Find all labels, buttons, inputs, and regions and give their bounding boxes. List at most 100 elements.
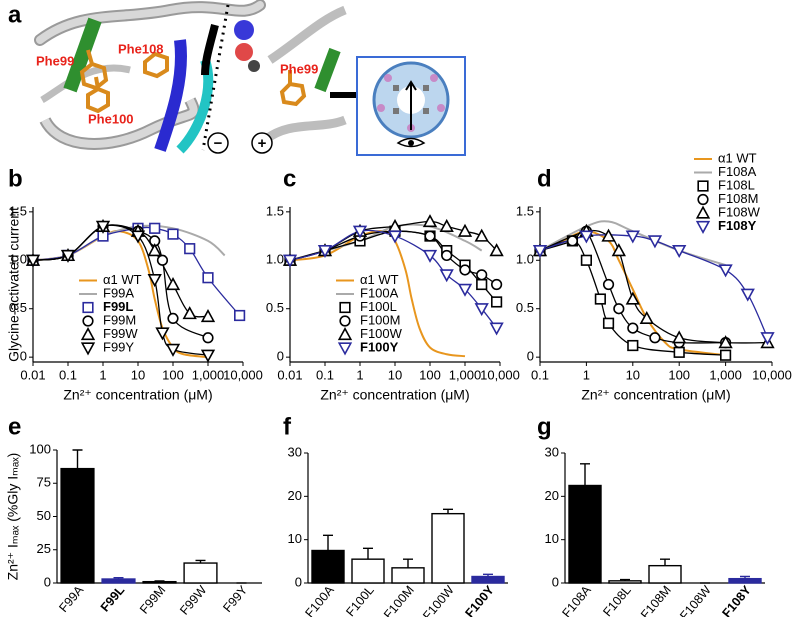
marker	[718, 335, 733, 349]
legend-label: F99Y	[103, 339, 134, 354]
phe-ring	[279, 70, 307, 107]
x-tick-label: 100	[668, 367, 690, 382]
legend-label: F108Y	[718, 218, 757, 233]
y-tick-label: 1.5	[516, 203, 534, 218]
y-tick-label: 25	[37, 541, 51, 556]
marker	[672, 330, 687, 344]
x-tick-label: 10,000	[752, 367, 792, 382]
x-tick-label: F100A	[302, 583, 337, 617]
marker	[167, 228, 179, 240]
marker	[625, 291, 640, 305]
x-tick-label: F100L	[343, 583, 377, 617]
marker	[352, 225, 368, 239]
marker	[457, 283, 473, 297]
x-tick-label: 10,000	[480, 367, 520, 382]
bar	[351, 558, 385, 584]
marker	[387, 230, 403, 244]
x-tick-label: 10	[388, 367, 402, 382]
x-axis-label: Zn²⁺ concentration (μM)	[320, 387, 469, 403]
marker	[672, 244, 687, 259]
y-tick-label: 0.5	[9, 300, 27, 315]
legend-label: F108M	[718, 191, 758, 206]
ion-sphere	[235, 43, 253, 61]
marker	[474, 228, 489, 242]
chart-panel: d 0 0.5 1.0 1.5 0.1 1 10 100 1,000 10,000 Zn²⁺ conc…	[516, 150, 792, 402]
legend-label: F99M	[103, 312, 136, 327]
charge-circle	[251, 132, 273, 154]
bar	[608, 580, 642, 584]
marker	[649, 332, 661, 344]
y-tick-label: 30	[288, 444, 302, 459]
x-tick-label: 10	[626, 367, 640, 382]
marker	[282, 254, 298, 268]
marker	[155, 327, 170, 341]
marker	[156, 254, 169, 266]
y-tick-label: 0.5	[266, 300, 284, 315]
inset-squares	[393, 85, 429, 114]
error-bar	[443, 508, 453, 514]
marker	[740, 288, 755, 302]
x-tick-label: 1	[583, 367, 590, 382]
y-tick-label: 0	[527, 349, 534, 364]
error-bar	[403, 558, 413, 568]
marker	[184, 243, 196, 255]
x-tick-label: F99A	[56, 583, 86, 615]
marker	[457, 223, 473, 237]
bar	[391, 567, 425, 584]
panel-letter: b	[8, 165, 23, 192]
ribbon	[262, 115, 347, 144]
marker	[165, 343, 181, 357]
x-tick-label: 100	[419, 367, 441, 382]
site	[377, 104, 385, 112]
x-tick-label: 0.01	[277, 367, 302, 382]
helix-green	[314, 47, 341, 93]
phe-ring	[86, 76, 110, 114]
marker	[202, 272, 214, 284]
site	[393, 85, 399, 91]
bar	[60, 467, 95, 584]
marker	[459, 264, 471, 276]
marker	[627, 339, 639, 352]
legend-label: F108A	[718, 164, 757, 179]
ribbon	[41, 98, 198, 148]
y-tick-label: 0	[277, 349, 284, 364]
marker	[95, 220, 111, 234]
marker	[601, 228, 616, 242]
y-tick-label: 0	[20, 349, 27, 364]
chart-panel: g 0 10 20 30 F108A F108L F108M F108W F108Y	[537, 413, 765, 617]
marker	[441, 249, 453, 262]
y-tick-label: 1.0	[266, 252, 284, 267]
eye-pupil	[408, 140, 414, 146]
y-tick-label: 10	[545, 531, 559, 546]
panel-letter: d	[537, 165, 552, 192]
site	[423, 85, 429, 91]
marker	[489, 322, 504, 336]
marker	[147, 243, 162, 257]
marker	[337, 342, 353, 356]
marker	[60, 249, 76, 263]
x-tick-label: 0.1	[59, 367, 77, 382]
bar	[471, 575, 505, 584]
x-tick-label: 0.1	[316, 367, 334, 382]
y-tick-label: 1.5	[266, 203, 284, 218]
helix-blue	[154, 39, 187, 152]
charge-sign: −	[214, 135, 223, 152]
marker	[82, 301, 94, 314]
marker	[317, 244, 333, 259]
x-tick-label: 0.01	[20, 367, 45, 382]
marker	[697, 193, 709, 206]
marker	[625, 230, 640, 244]
marker	[474, 303, 489, 317]
legend-label: F99L	[103, 299, 133, 314]
legend-label: F100M	[360, 312, 400, 327]
marker	[602, 317, 615, 329]
marker	[695, 205, 711, 219]
legend-label: F99A	[103, 285, 134, 300]
helix-black	[201, 24, 219, 76]
marker	[647, 235, 663, 249]
bar	[311, 549, 345, 584]
error-bar	[363, 547, 373, 560]
x-tick-label: 10,000	[223, 367, 263, 382]
x-tick-label: F100Y	[462, 583, 497, 617]
